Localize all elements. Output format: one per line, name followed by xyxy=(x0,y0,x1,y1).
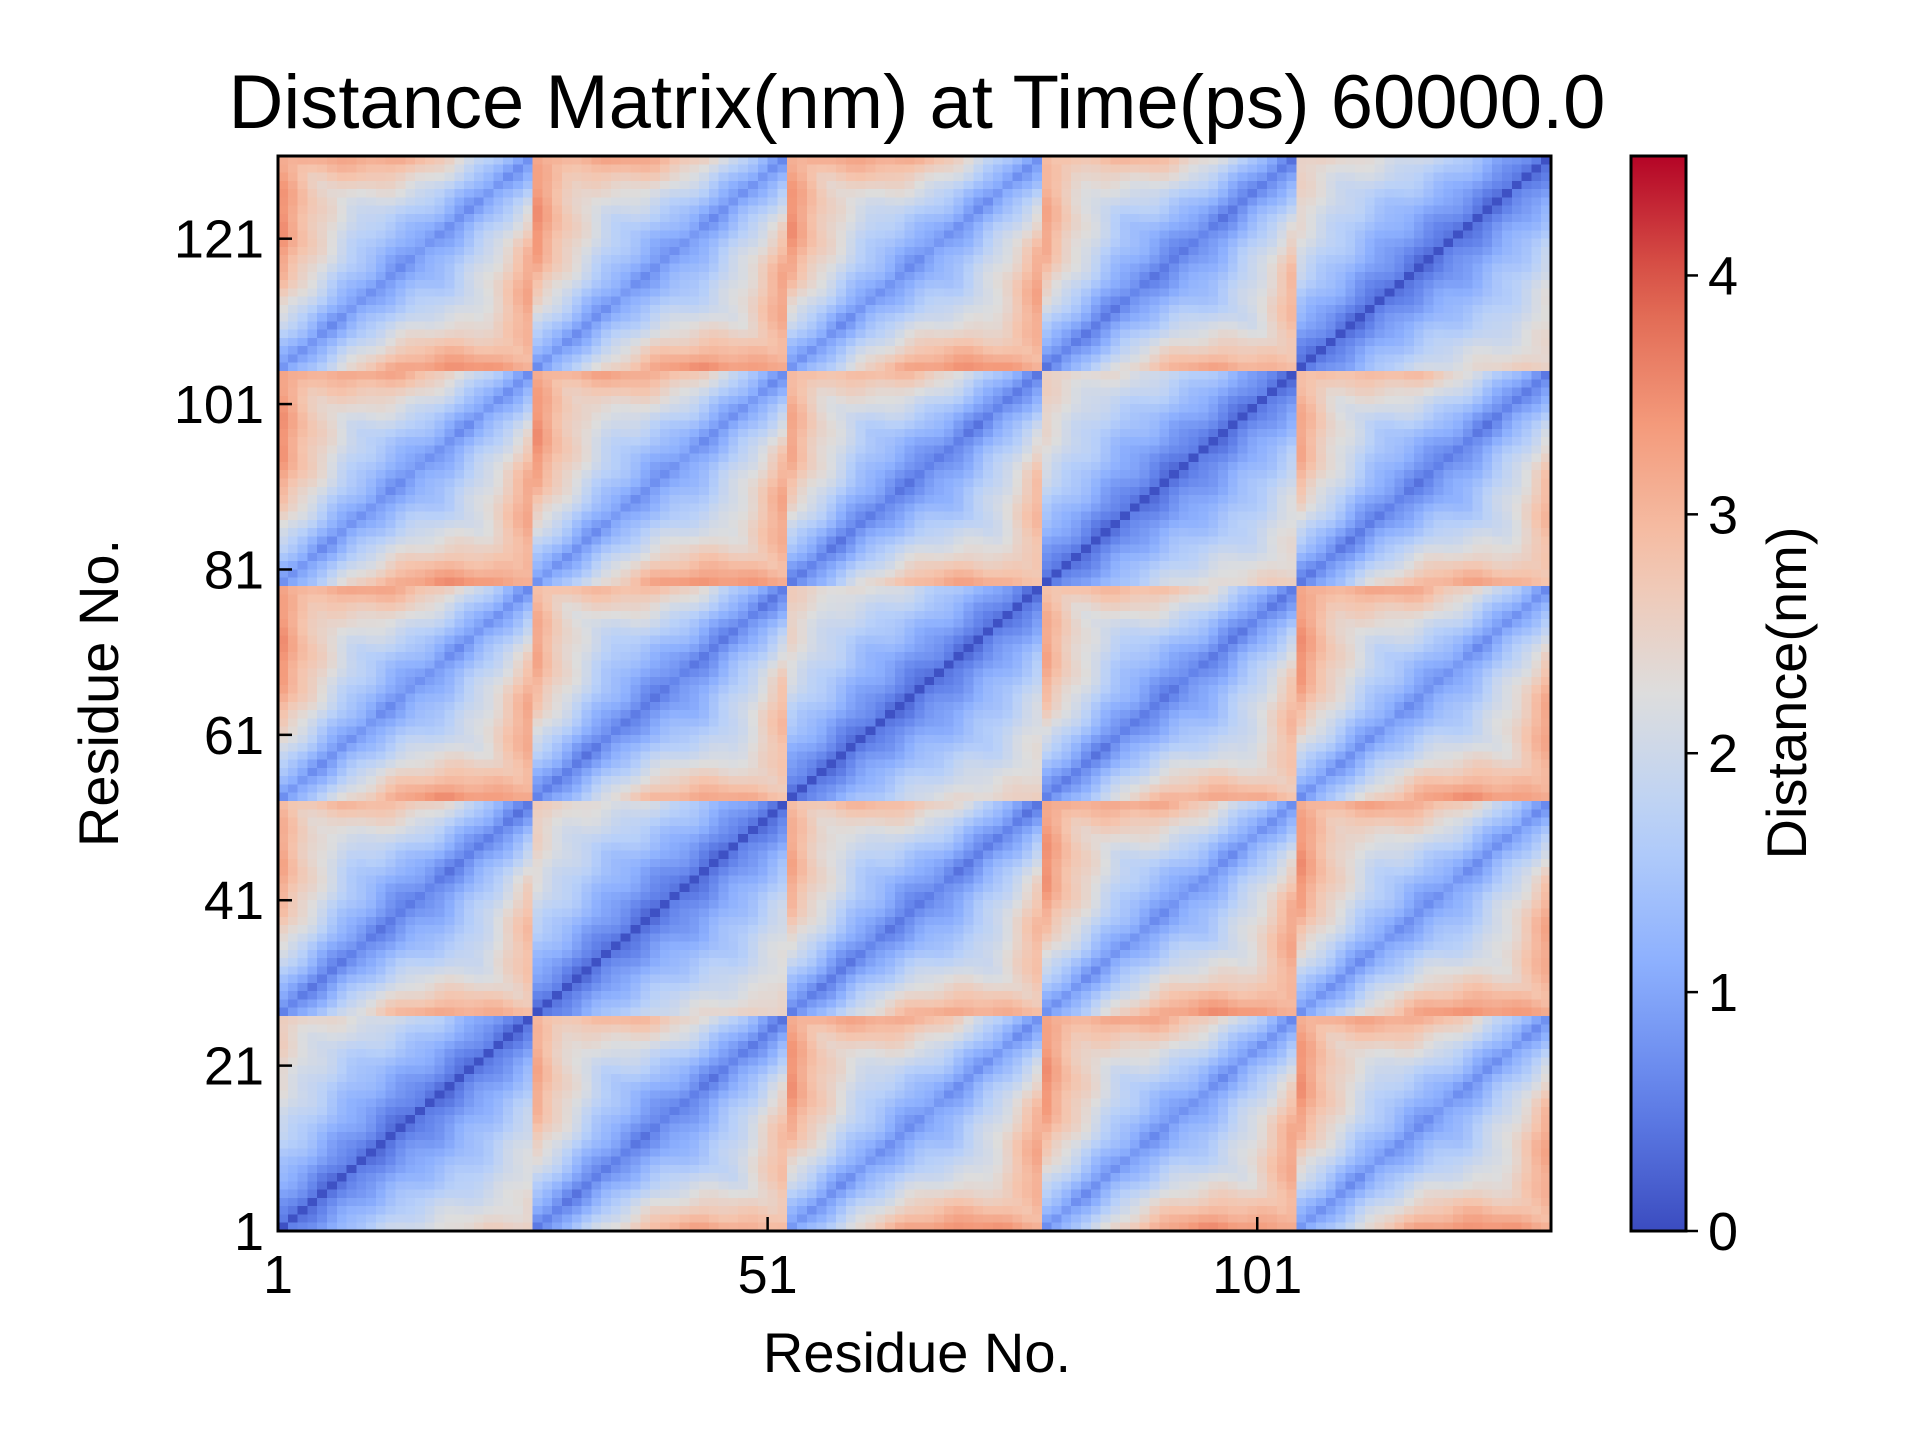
y-axis-label: Residue No. xyxy=(67,539,130,847)
colorbar-tick-label: 4 xyxy=(1708,246,1738,306)
y-tick-label: 121 xyxy=(174,210,264,270)
y-tick-label: 41 xyxy=(204,871,264,931)
heatmap-plot-area xyxy=(276,154,1553,1233)
colorbar-ticks: 0 1 2 3 4 xyxy=(1686,246,1738,1262)
colorbar-tick-label: 2 xyxy=(1708,724,1738,784)
y-tick-label: 61 xyxy=(204,706,264,766)
colorbar-label: Distance(nm) xyxy=(1755,527,1818,860)
colorbar-tick-label: 1 xyxy=(1708,963,1738,1023)
y-tick-label: 21 xyxy=(204,1037,264,1097)
colorbar-frame xyxy=(1629,154,1688,1233)
heatmap-cells xyxy=(278,156,1551,1231)
colorbar-tick-label: 3 xyxy=(1708,485,1738,545)
x-tick-label: 1 xyxy=(263,1245,293,1305)
x-axis-label: Residue No. xyxy=(763,1321,1071,1384)
colorbar: 0 1 2 3 4 xyxy=(1629,154,1738,1262)
plot-frame xyxy=(276,154,1553,1233)
x-tick-label: 101 xyxy=(1212,1245,1302,1305)
chart-title: Distance Matrix(nm) at Time(ps) 60000.0 xyxy=(229,60,1606,145)
colorbar-tick-label: 0 xyxy=(1708,1202,1738,1262)
y-tick-label: 101 xyxy=(174,375,264,435)
x-axis-ticks: 1 51 101 xyxy=(263,1217,1302,1305)
y-tick-label: 1 xyxy=(234,1202,264,1262)
x-tick-label: 51 xyxy=(738,1245,798,1305)
y-tick-label: 81 xyxy=(204,540,264,600)
colorbar-gradient xyxy=(1631,156,1686,1231)
